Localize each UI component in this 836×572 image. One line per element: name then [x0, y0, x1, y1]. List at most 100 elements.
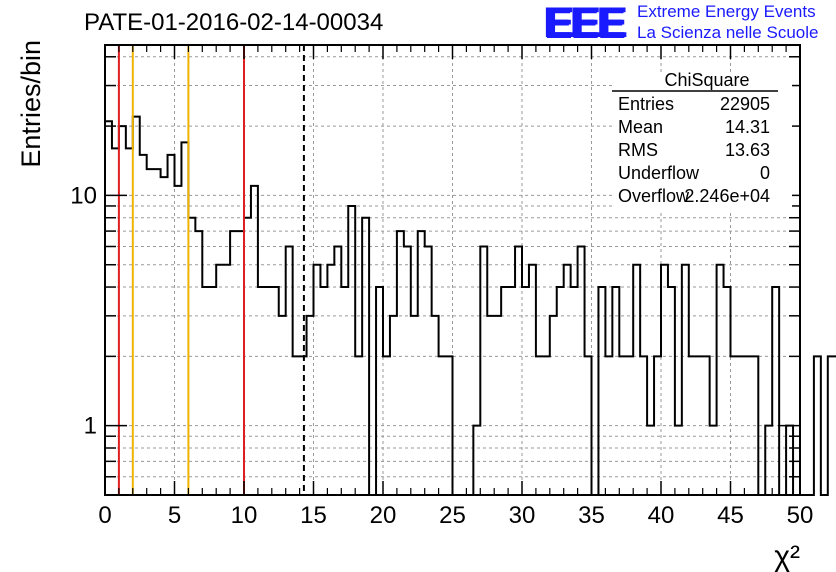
histogram-bin — [717, 265, 724, 495]
x-tick-label: 15 — [300, 502, 327, 529]
histogram-bin — [668, 287, 675, 495]
x-tick-label: 10 — [231, 502, 258, 529]
chart-title: PATE-01-2016-02-14-00034 — [84, 9, 384, 36]
histogram-bin — [293, 356, 300, 495]
stats-row-label: Entries — [618, 94, 674, 114]
histogram-bin — [550, 316, 557, 495]
x-tick-label: 50 — [787, 502, 814, 529]
histogram-bin — [515, 246, 522, 495]
histogram-bin — [557, 287, 564, 495]
histogram-bin — [772, 287, 779, 495]
histogram-bin — [376, 287, 383, 495]
eee-logo: EEE — [544, 0, 626, 47]
histogram-bin — [751, 356, 758, 495]
histogram-bin — [543, 356, 550, 495]
stats-row-value: 22905 — [720, 94, 770, 114]
stats-row-label: Overflow — [618, 186, 690, 206]
histogram-bin — [744, 356, 751, 495]
histogram-bin — [279, 316, 286, 495]
histogram-bin — [188, 218, 195, 495]
y-tick-label: 10 — [70, 182, 97, 209]
histogram-bin — [578, 246, 585, 495]
x-axis-label: χ² — [774, 540, 800, 572]
histogram-bin — [133, 117, 140, 495]
histogram-series — [105, 115, 836, 496]
histogram-bin — [696, 356, 703, 495]
histogram-bin — [147, 169, 154, 495]
histogram-bin — [432, 316, 439, 495]
histogram-bin — [244, 218, 251, 495]
histogram-bin — [195, 231, 202, 495]
histogram-bin — [161, 177, 168, 495]
histogram-outline — [105, 115, 836, 496]
histogram-bin — [487, 316, 494, 495]
histogram-bin — [251, 186, 258, 495]
histogram-bin — [501, 287, 508, 495]
histogram-bin — [439, 356, 446, 495]
histogram-bin — [682, 265, 689, 495]
logo-line-1: Extreme Energy Events — [637, 2, 816, 21]
histogram-bin — [647, 426, 654, 495]
histogram-bin — [619, 356, 626, 495]
histogram-bin — [397, 231, 404, 495]
x-tick-labels: 0 5 10 15 20 25 30 35 40 45 50 — [98, 502, 813, 529]
histogram-bin — [522, 287, 529, 495]
histogram-bin — [731, 356, 738, 495]
stats-row-value: 2.246e+04 — [684, 186, 770, 206]
histogram-bin — [154, 169, 161, 495]
histogram-bin — [710, 426, 717, 495]
histogram-bin — [286, 246, 293, 495]
histogram-bin — [654, 356, 661, 495]
histogram-bin — [571, 287, 578, 495]
y-tick-label: 1 — [84, 413, 97, 440]
histogram-bin — [536, 356, 543, 495]
histogram-bin — [425, 246, 432, 495]
histogram-bin — [675, 426, 682, 495]
y-axis-label: Entries/bin — [16, 40, 46, 168]
histogram-bin — [327, 265, 334, 495]
histogram-bin — [633, 265, 640, 495]
histogram-bin — [209, 287, 216, 495]
y-tick-labels: 1 10 — [70, 182, 97, 439]
histogram-bin — [112, 148, 119, 495]
histogram-bin — [105, 121, 112, 495]
histogram-bin — [661, 265, 668, 495]
x-tick-label: 35 — [578, 502, 605, 529]
stats-row-label: RMS — [618, 140, 658, 160]
stats-row-label: Underflow — [618, 163, 700, 183]
x-tick-label: 30 — [509, 502, 536, 529]
stats-row-value: 14.31 — [725, 117, 770, 137]
histogram-bin — [175, 186, 182, 495]
histogram-bin — [418, 231, 425, 495]
x-tick-label: 40 — [648, 502, 675, 529]
histogram-bin — [814, 356, 821, 495]
histogram-bin — [314, 265, 321, 495]
histogram-bin — [140, 155, 147, 495]
histogram-bin — [828, 356, 835, 495]
histogram-bin — [765, 426, 772, 495]
x-tick-label: 5 — [168, 502, 181, 529]
histogram-bin — [272, 287, 279, 495]
histogram-bin — [689, 356, 696, 495]
histogram-bin — [348, 206, 355, 495]
x-tick-label: 20 — [370, 502, 397, 529]
x-tick-label: 45 — [717, 502, 744, 529]
histogram-bin — [626, 356, 633, 495]
histogram-bin — [529, 265, 536, 495]
histogram-bin — [223, 265, 230, 495]
histogram-bin — [265, 287, 272, 495]
histogram-bin — [446, 356, 453, 495]
histogram-bin — [355, 356, 362, 495]
stats-box-title: ChiSquare — [664, 70, 749, 90]
histogram-bin — [480, 246, 487, 495]
histogram-bin — [508, 287, 515, 495]
stats-row-label: Mean — [618, 117, 663, 137]
stats-box-background — [612, 72, 792, 212]
reference-lines — [117, 45, 305, 495]
x-tick-label: 0 — [98, 502, 111, 529]
histogram-bin — [230, 231, 237, 495]
histogram-bin — [605, 356, 612, 495]
histogram-bin — [307, 316, 314, 495]
stats-row-value: 13.63 — [725, 140, 770, 160]
